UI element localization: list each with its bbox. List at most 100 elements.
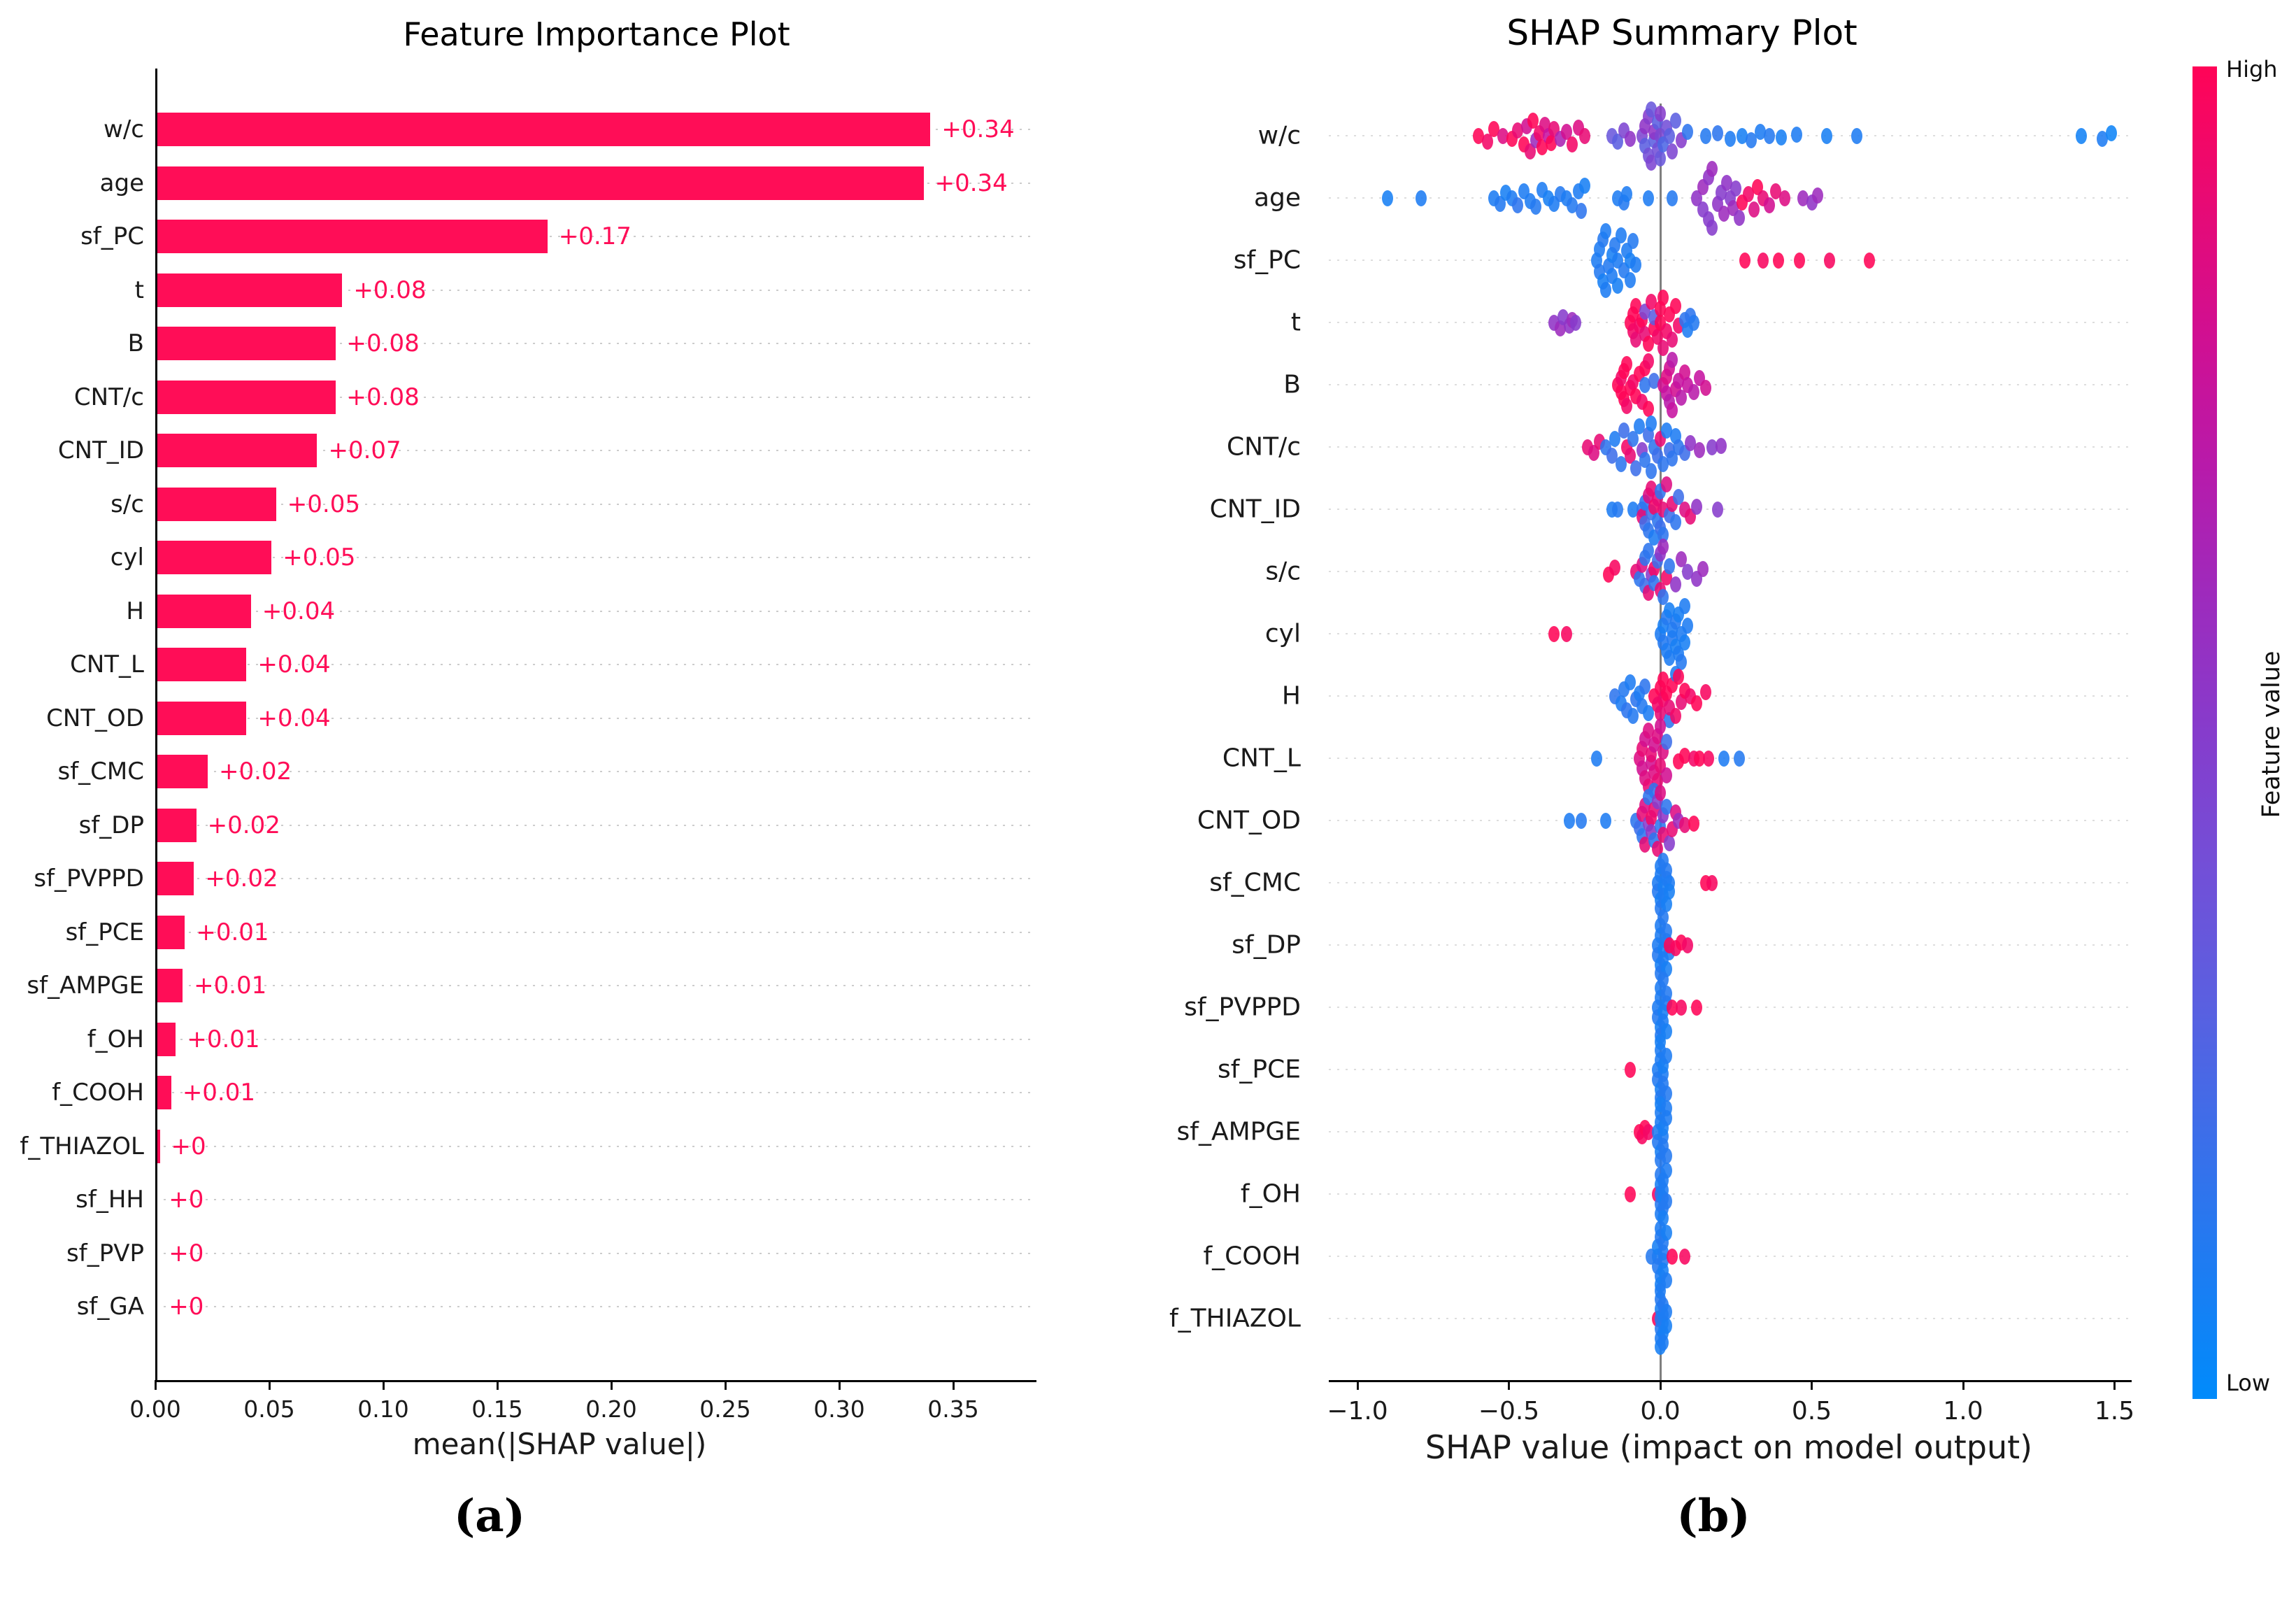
- x-tick: [496, 1380, 499, 1390]
- shap-point: [1678, 1248, 1690, 1265]
- shap-point: [1627, 707, 1639, 724]
- row-gridline: [1329, 1069, 2132, 1070]
- feature-label: CNT_ID: [57, 436, 144, 464]
- bar-value-label: +0.02: [205, 865, 278, 893]
- shap-point: [1655, 718, 1666, 734]
- shap-point: [1624, 130, 1636, 147]
- x-tick-label: 0.00: [129, 1395, 181, 1423]
- shap-point: [1639, 678, 1651, 695]
- shap-point: [1660, 862, 1672, 879]
- shap-point: [1657, 289, 1669, 306]
- x-tick: [1356, 1380, 1359, 1390]
- feature-label: B: [127, 329, 144, 357]
- x-tick: [610, 1380, 613, 1390]
- row-gridline: [155, 1199, 1036, 1200]
- feature-label: sf_PVPPD: [1184, 993, 1301, 1022]
- shap-point: [1615, 227, 1627, 243]
- row-gridline: [155, 557, 1036, 558]
- bar-value-label: +0.34: [941, 115, 1015, 143]
- x-tick: [838, 1380, 841, 1390]
- shap-point: [1606, 447, 1618, 464]
- feature-label: sf_PCE: [65, 918, 144, 946]
- shap-point: [1676, 550, 1688, 567]
- x-tick-label: 1.5: [2094, 1397, 2135, 1426]
- shap-point: [1627, 430, 1639, 447]
- shap-point: [1754, 123, 1766, 140]
- importance-bar: [155, 434, 318, 467]
- shap-point: [1699, 379, 1711, 396]
- shap-point: [1576, 812, 1588, 829]
- shap-point: [1621, 185, 1633, 202]
- bar-value-label: +0: [171, 1132, 206, 1160]
- shap-point: [1676, 999, 1688, 1016]
- importance-bar: [155, 166, 924, 200]
- bar-value-label: +0: [169, 1293, 204, 1321]
- row-gridline: [155, 450, 1036, 451]
- feature-label: f_OH: [87, 1025, 144, 1053]
- x-tick: [382, 1380, 385, 1390]
- row-gridline: [155, 1252, 1036, 1254]
- shap-point: [1512, 197, 1524, 213]
- shap-point: [1600, 812, 1612, 829]
- shap-point: [1618, 422, 1630, 439]
- feature-label: age: [1253, 183, 1301, 213]
- shap-point: [1669, 576, 1681, 592]
- row-gridline: [1329, 446, 2132, 448]
- shap-point: [1655, 784, 1666, 801]
- feature-label: CNT_ID: [1209, 495, 1301, 524]
- feature-label: cyl: [1264, 619, 1301, 648]
- x-tick: [1811, 1380, 1813, 1390]
- shap-point: [2097, 130, 2109, 147]
- importance-bar: [155, 487, 276, 521]
- shap-point: [1497, 127, 1509, 144]
- feature-label: sf_DP: [1232, 930, 1301, 960]
- y-axis-line: [155, 69, 157, 1382]
- shap-point: [1681, 563, 1693, 580]
- feature-label: CNT/c: [1227, 432, 1301, 462]
- row-gridline: [1329, 322, 2132, 323]
- shap-point: [1482, 133, 1494, 150]
- shap-point: [1660, 923, 1672, 939]
- row-gridline: [155, 396, 1036, 398]
- shap-point: [1639, 376, 1651, 393]
- x-tick-label: 0.30: [813, 1395, 865, 1423]
- bar-value-label: +0: [169, 1186, 204, 1214]
- shap-point: [1745, 132, 1757, 148]
- shap-point: [1621, 397, 1633, 414]
- shap-point: [1663, 883, 1675, 900]
- shap-point: [1527, 112, 1539, 129]
- row-gridline: [1329, 758, 2132, 759]
- shap-point: [1567, 136, 1578, 152]
- bar-value-label: +0.34: [934, 169, 1008, 197]
- shap-point: [1669, 513, 1681, 530]
- importance-bar: [155, 273, 343, 307]
- shap-point: [1657, 1334, 1669, 1351]
- shap-point: [1630, 331, 1642, 348]
- shap-point: [1621, 355, 1633, 372]
- shap-point: [1667, 351, 1678, 368]
- shap-point: [1721, 174, 1733, 191]
- feature-label: sf_PVPPD: [34, 865, 144, 893]
- row-gridline: [155, 503, 1036, 505]
- shap-point: [1655, 105, 1666, 122]
- shap-point: [1681, 617, 1693, 634]
- shap-point: [1600, 222, 1612, 239]
- bar-value-label: +0.05: [287, 490, 360, 518]
- shap-point: [1824, 252, 1836, 269]
- shap-point: [1776, 129, 1788, 145]
- shap-point: [1648, 372, 1660, 389]
- importance-bar: [155, 220, 548, 253]
- shap-point: [1512, 122, 1524, 138]
- x-axis-line: [155, 1380, 1036, 1382]
- row-gridline: [1329, 1193, 2132, 1195]
- shap-point: [1669, 112, 1681, 129]
- shap-point: [1609, 559, 1621, 576]
- feature-value-colorbar: [2192, 66, 2217, 1399]
- shap-point: [1678, 364, 1690, 381]
- shap-point: [1567, 197, 1578, 213]
- bar-value-label: +0.01: [182, 1079, 256, 1107]
- row-gridline: [1329, 1007, 2132, 1008]
- shap-point: [1569, 314, 1581, 331]
- feature-label: f_THIAZOL: [20, 1132, 144, 1160]
